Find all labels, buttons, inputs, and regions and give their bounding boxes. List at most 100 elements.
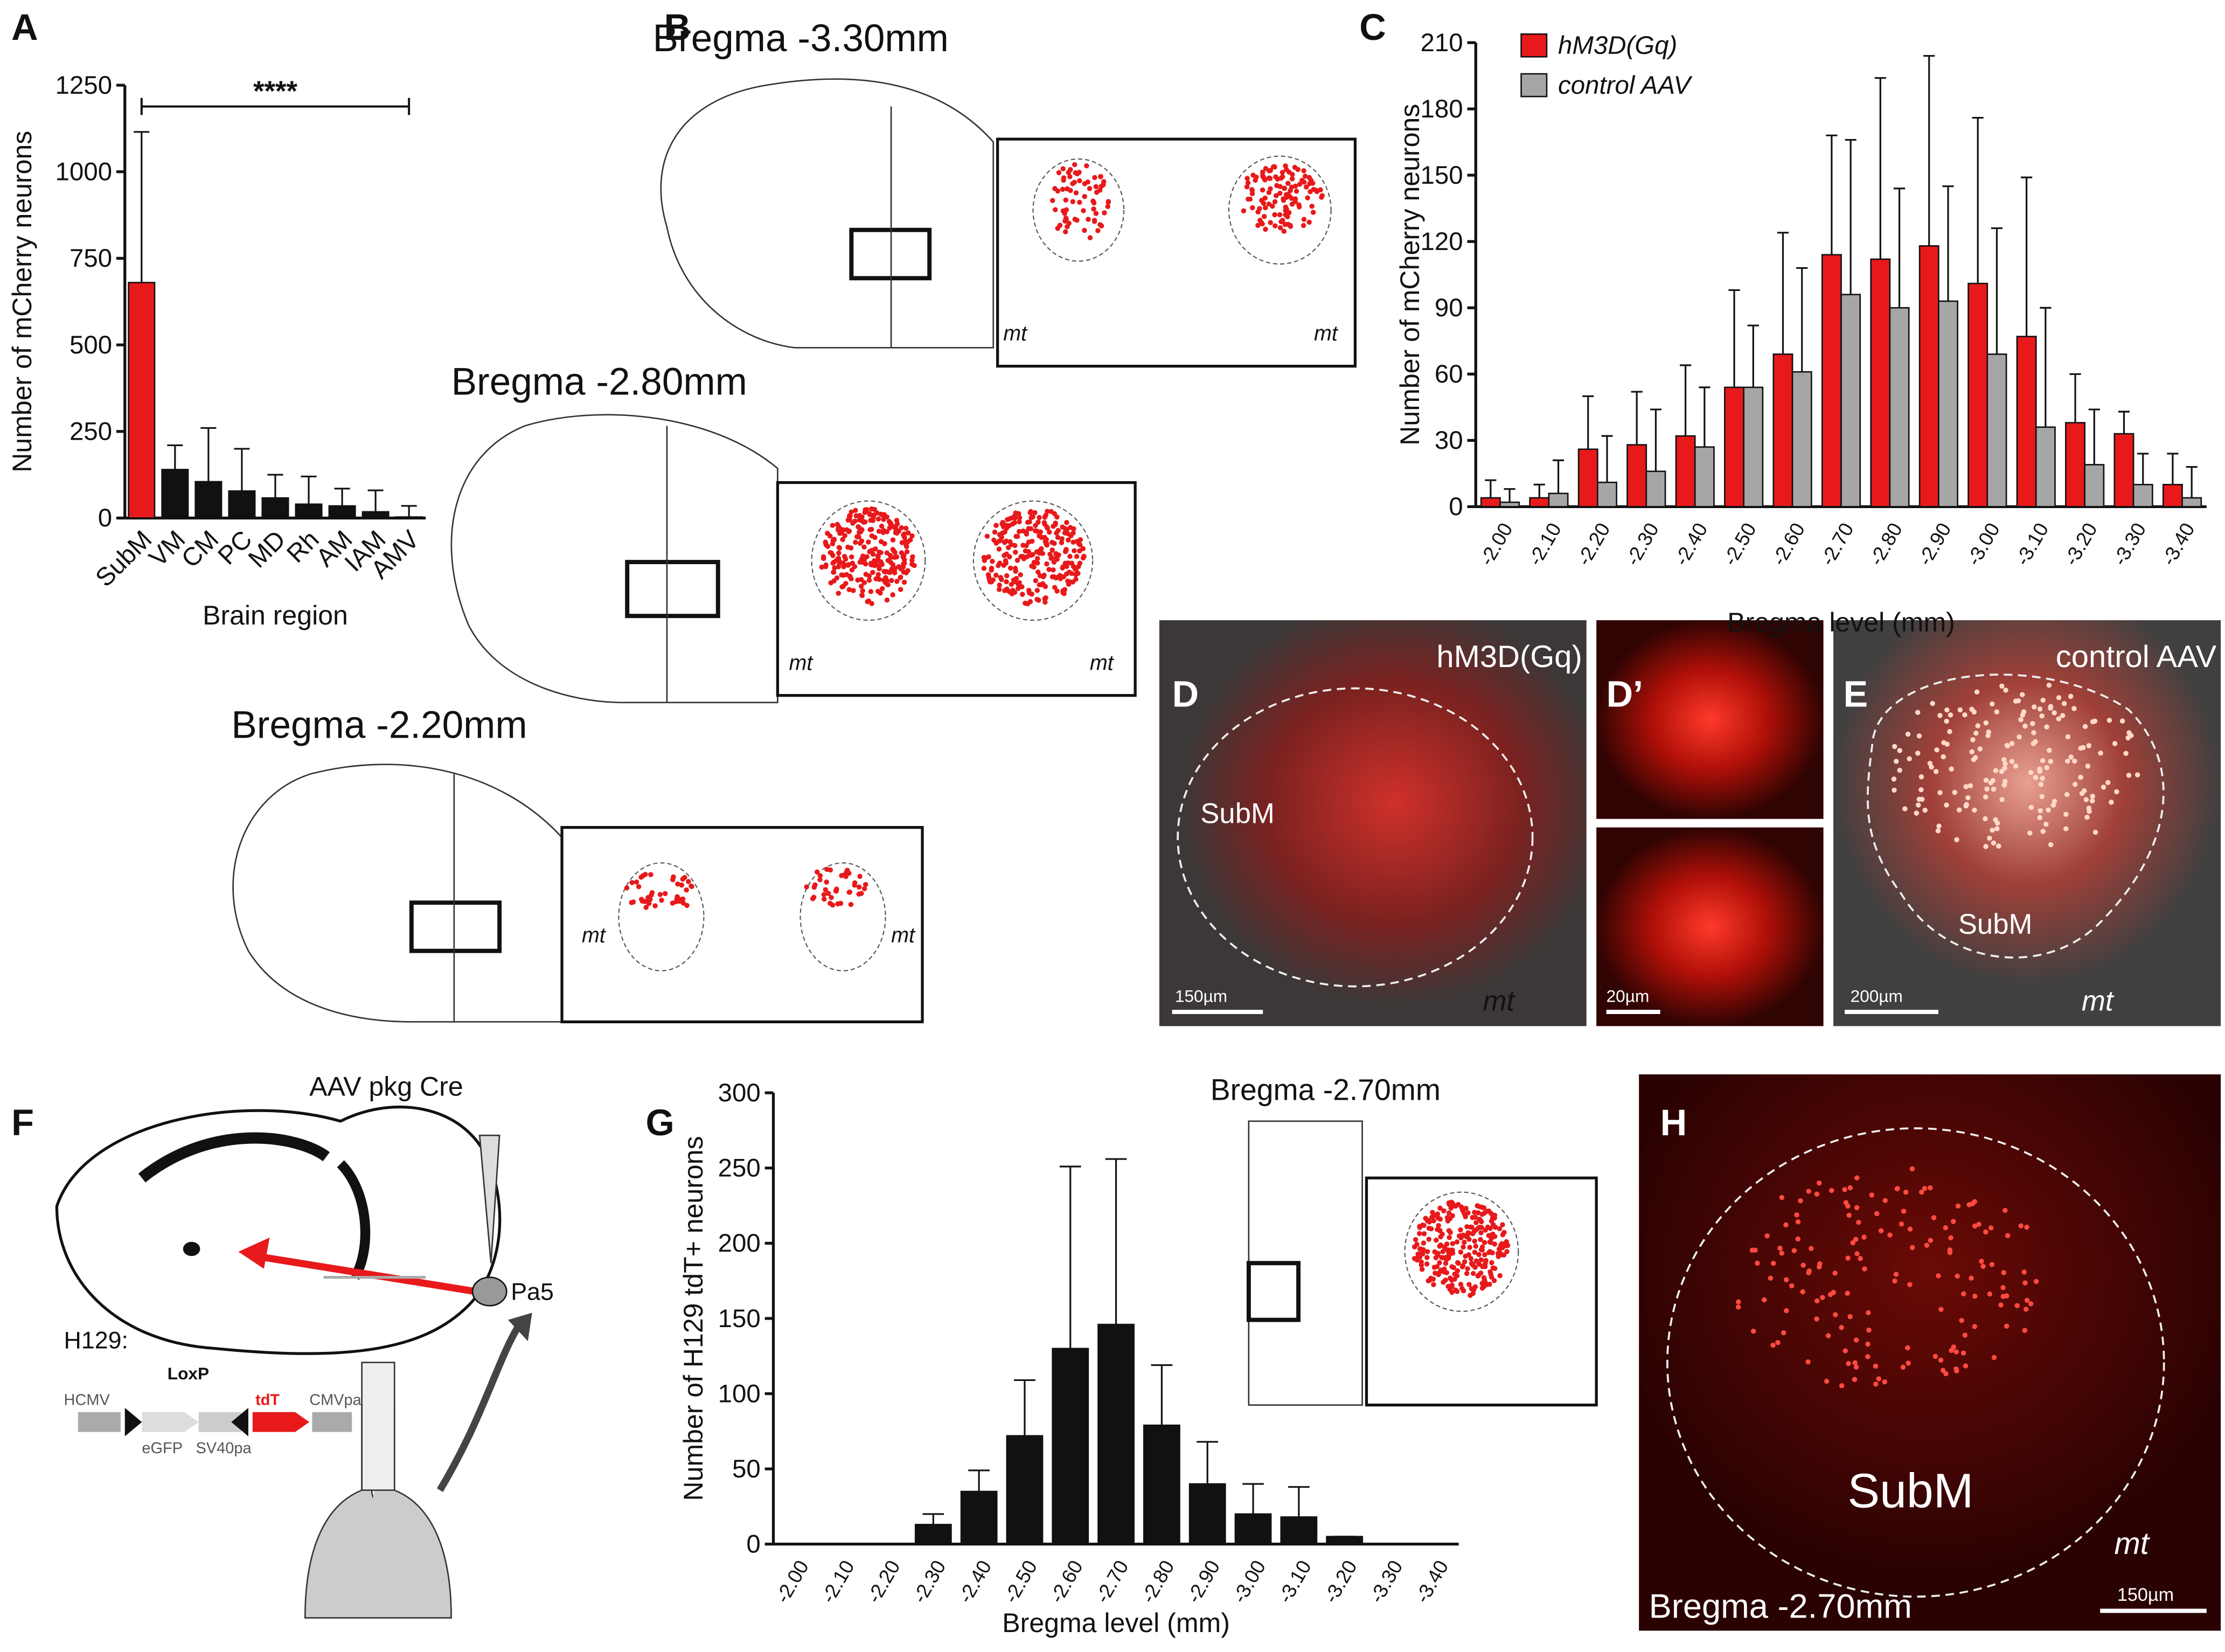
schematic: AAV pkg Cre Pa5 H129: LoxP HCMV eGFP SV4… [55,1071,554,1619]
mt-label: mt [1314,322,1339,345]
bar [295,503,323,519]
cell-dot [1500,1222,1505,1227]
cell-dot [1901,1209,1907,1214]
legend-swatch [1520,73,1548,98]
cell-dot [839,584,845,590]
cell-dot [999,521,1005,527]
cell-dot [898,574,903,580]
cell-dot [1475,1203,1480,1209]
error-bar [1826,134,1838,255]
cell-dot [659,897,664,903]
panel-label: C [1359,6,1386,48]
cell-dot [1438,1255,1444,1260]
cell-dot [1949,766,1954,772]
error-bar [1014,1379,1035,1436]
cell-dot [904,544,909,550]
cell-dot [670,900,676,906]
cell-dot [1842,1348,1848,1353]
cell-dot [804,884,809,890]
cell-dot [1768,1275,1774,1281]
cell-dot [1105,199,1111,205]
x-tick-label: -2.40 [1670,519,1712,569]
cell-dot [1045,509,1050,514]
micrograph [1596,827,1824,1026]
cell-dot [2044,724,2049,730]
y-axis-label: Number of mCherry neurons [7,131,37,473]
cell-dot [848,901,854,907]
cell-dot [1972,807,1977,813]
cell-dot [1013,568,1018,574]
cell-dot [1993,768,1999,773]
x-tick-label: -2.80 [1865,519,1907,569]
cell-dot [1825,1333,1831,1338]
cell-dot [884,597,890,603]
cell-dot [1479,1225,1484,1230]
cell-dot [817,873,823,878]
bar [1918,245,1939,508]
cell-dot [1424,1255,1430,1260]
cell-dot [1962,712,1967,718]
error-bar [2137,453,2149,485]
cell-dot [2039,794,2045,800]
cell-dot [1063,229,1068,234]
cell-dot [1043,595,1048,601]
cell-dot [821,556,826,561]
cell-dot [1260,172,1266,178]
cell-dot [984,533,990,539]
cell-dot [819,564,825,570]
cell-dot [1922,1186,1928,1191]
cell-dot [1831,1289,1836,1295]
cell-dot [1873,1363,1879,1369]
cell-dot [1443,1261,1449,1266]
scale-label: 200µm [1851,987,1903,1006]
y-tick-label: 0 [98,504,112,532]
bar [1645,470,1666,508]
cell-dot [1053,520,1058,526]
cell-dot [1970,737,1976,742]
cell-dot [1933,769,1939,774]
cell-dot [634,879,639,885]
error-bar [1650,408,1662,471]
cell-dot [1261,200,1267,206]
gene-label: HCMV [64,1392,110,1409]
cell-dot [853,539,858,545]
bar [1675,435,1696,508]
cell-dot [670,877,676,883]
cell-dot [1893,1272,1899,1277]
x-tick-label: -2.10 [1524,519,1566,569]
cell-dot [858,584,864,589]
cell-dot [1289,202,1295,207]
cell-dot [1999,683,2005,689]
cell-dot [1060,166,1066,171]
cell-dot [2089,798,2095,804]
cell-dot [850,520,856,526]
region-outline [1866,674,2165,959]
cell-dot [862,510,867,515]
cell-dot [1924,1243,1930,1248]
cell-dot [1028,526,1034,531]
cell-dot [1027,519,1032,525]
cell-dot [1809,1246,1814,1251]
cell-dot [830,903,836,908]
cell-dot [1092,175,1097,181]
cell-dot [1438,1242,1443,1248]
cell-dot [877,577,882,582]
cell-dot [850,560,856,566]
cell-dot [1471,1228,1477,1234]
cell-dot [1455,1202,1461,1207]
cell-dot [1951,1219,1956,1224]
cell-dot [1037,549,1042,554]
cell-dot [881,512,887,517]
cell-dot [1489,1274,1494,1280]
cell-dot [1974,689,1980,695]
cell-dot [845,867,850,873]
error-bar [2167,453,2179,485]
cell-dot [2038,781,2044,787]
cell-dot [2040,775,2045,781]
cell-dot [909,533,915,539]
cell-dot [1952,789,1958,795]
cell-dot [1916,802,1921,808]
cell-dot [1014,558,1020,563]
cell-dot [870,570,875,575]
cell-dot [1487,1225,1493,1231]
